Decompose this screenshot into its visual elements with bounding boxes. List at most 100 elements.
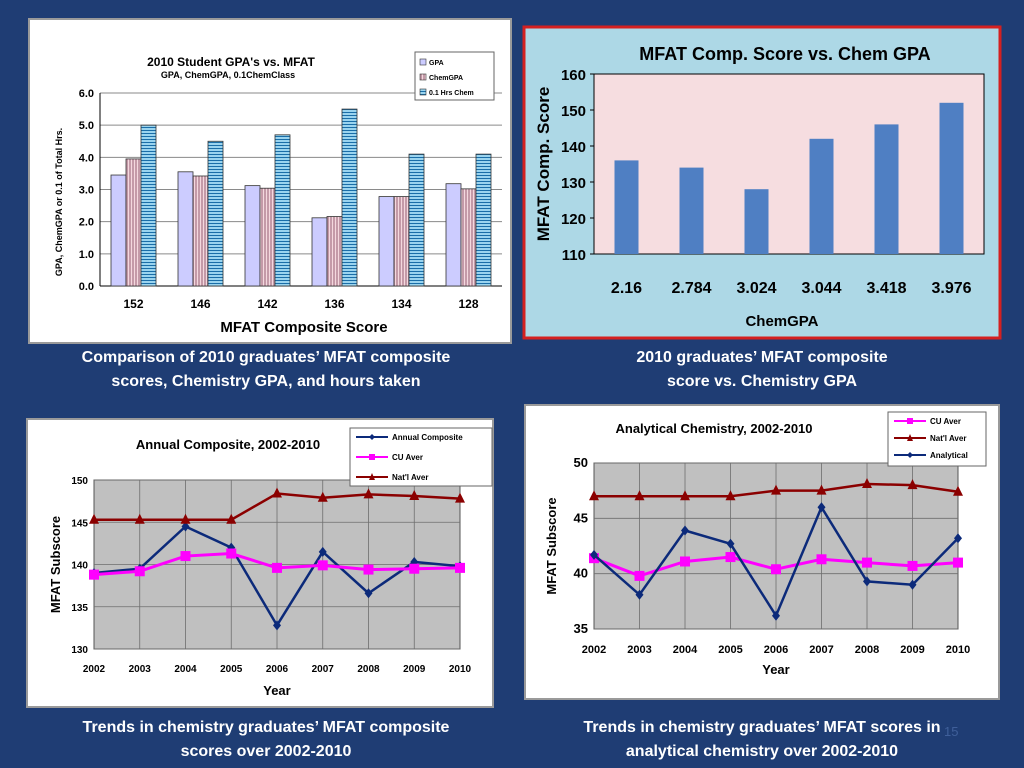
plot-area (593, 73, 985, 255)
data-point (681, 525, 689, 536)
legend-label: Nat'l Aver (930, 434, 966, 443)
x-axis-label: MFAT Composite Score (220, 319, 387, 336)
x-tick-label: 2004 (174, 664, 197, 675)
x-tick-label: 146 (190, 297, 210, 311)
caption-top-right: 2010 graduates’ MFAT composite score vs.… (516, 346, 1008, 394)
legend-swatch (419, 73, 427, 81)
legend-label: GPA (429, 60, 444, 67)
y-tick-label: 135 (71, 603, 88, 614)
bar (460, 188, 477, 287)
data-point (181, 521, 190, 532)
x-tick-label: 2004 (673, 644, 698, 656)
bar (939, 102, 964, 254)
data-point (455, 492, 465, 503)
y-tick-label: 35 (574, 621, 588, 636)
data-point (226, 548, 237, 559)
data-point (725, 490, 736, 501)
bar (125, 158, 142, 287)
x-tick-label: 2005 (718, 644, 742, 656)
x-tick-label: 2003 (627, 644, 651, 656)
data-point (180, 513, 191, 524)
y-tick-label: 145 (71, 518, 88, 529)
x-tick-label: 3.024 (736, 280, 776, 297)
legend-swatch (419, 88, 427, 96)
bar (207, 140, 224, 287)
x-tick-label: 2009 (403, 664, 426, 675)
x-tick-label: 2003 (129, 664, 152, 675)
caption-line: score vs. Chemistry GPA (666, 373, 857, 390)
y-axis-label: MFAT Comp. Score (534, 87, 553, 242)
data-point (363, 488, 374, 499)
legend-label: Analytical (930, 451, 968, 460)
x-tick-label: 2.16 (611, 280, 642, 297)
y-tick-label: 150 (71, 476, 88, 487)
chart-title: 2010 Student GPA's vs. MFAT (147, 55, 315, 69)
data-point (907, 560, 918, 571)
y-tick-label: 5.0 (79, 120, 94, 132)
y-tick-label: 40 (574, 566, 588, 581)
data-point (273, 620, 281, 631)
data-point (953, 557, 963, 568)
caption-line: Comparison of 2010 graduates’ MFAT compo… (81, 349, 451, 366)
legend-box (414, 51, 495, 101)
data-point (816, 554, 827, 565)
data-point (907, 479, 918, 490)
data-point (180, 551, 191, 562)
data-point (89, 513, 99, 524)
chart-annual-composite: 130 135 140 145 150 2002 2003 2004 2005 2006 2007 2… (26, 418, 494, 708)
x-tick-label: 128 (458, 297, 478, 311)
bar (311, 217, 328, 287)
bar (244, 185, 261, 287)
data-point (134, 566, 145, 577)
legend-label: CU Aver (392, 453, 423, 462)
x-tick-label: 136 (324, 297, 344, 311)
data-point (409, 490, 420, 501)
x-tick-label: 3.044 (801, 280, 841, 297)
legend-marker (369, 434, 375, 440)
data-point (272, 487, 282, 498)
chart-analytical-chem: 35 40 45 50 2002 2003 2004 2005 2006 2007 2008 2009… (524, 404, 1000, 700)
data-point (318, 546, 327, 557)
chart-comp-vs-chemgpa: 110 120 130 140 150 160 2.16 2.784 3.024 3.044 3.4… (522, 25, 1002, 340)
caption-line: analytical chemistry over 2002-2010 (625, 743, 899, 760)
x-tick-label: 2008 (855, 644, 879, 656)
data-point (817, 502, 826, 513)
data-point (363, 564, 374, 575)
data-point (954, 533, 962, 544)
y-tick-label: 150 (561, 103, 586, 120)
data-point (725, 552, 736, 563)
caption-line: Trends in chemistry graduates’ MFAT comp… (82, 719, 450, 736)
data-point (863, 576, 871, 587)
x-axis-label: Year (263, 683, 290, 698)
data-point (226, 513, 237, 524)
data-point (816, 484, 827, 495)
data-point (272, 562, 282, 573)
y-tick-label: 0.0 (79, 281, 94, 293)
chart-subtitle: GPA, ChemGPA, 0.1ChemClass (161, 70, 295, 80)
x-tick-label: 2002 (83, 664, 106, 675)
bar (475, 153, 492, 287)
y-tick-label: 6.0 (79, 88, 94, 100)
data-point (89, 569, 99, 580)
legend-marker (907, 434, 913, 441)
caption-bottom-left: Trends in chemistry graduates’ MFAT comp… (20, 716, 512, 764)
x-tick-label: 152 (123, 297, 143, 311)
bar (326, 216, 343, 287)
x-axis-label: ChemGPA (745, 313, 818, 330)
x-tick-label: 2006 (764, 644, 788, 656)
bar (110, 174, 127, 287)
y-tick-label: 2.0 (79, 217, 94, 229)
bar (744, 189, 769, 254)
data-point (634, 490, 645, 501)
legend-marker (369, 454, 375, 460)
x-tick-label: 2008 (357, 664, 380, 675)
x-tick-label: 2007 (809, 644, 833, 656)
data-point (317, 491, 328, 502)
data-point (634, 570, 645, 581)
data-point (862, 478, 872, 489)
data-point (455, 562, 465, 573)
x-tick-label: 142 (257, 297, 277, 311)
bar (341, 108, 358, 287)
bar (192, 175, 209, 287)
chart-title: Annual Composite, 2002-2010 (136, 437, 320, 452)
